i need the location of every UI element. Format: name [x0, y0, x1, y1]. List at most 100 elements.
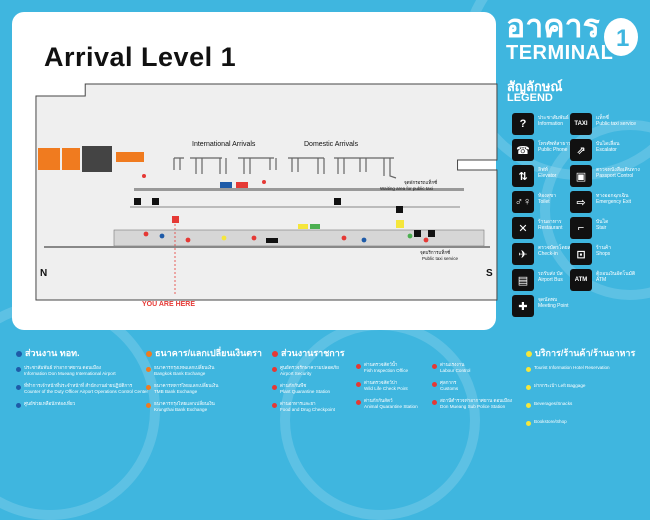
check-in-icon: ✈ [512, 243, 534, 265]
terminal-logo-circle [604, 18, 638, 56]
service-item-dot [356, 400, 361, 405]
service-item-dot [356, 364, 361, 369]
legend-item: ✈ ตรวจบัตรโดยสาร Check-in [512, 243, 576, 269]
legend-item: ⊡ ร้านค้า Shops [570, 243, 628, 269]
service-item-thai: ด่านตรวจสัตว์ป่า [364, 380, 398, 385]
legend-thai-label: ร้านอาหาร [538, 219, 562, 225]
service-section: ส่วนงาน ทอท. ประชาสัมพันธ์ ท่าอากาศยาน ดอ… [16, 346, 148, 414]
service-item-dot [356, 382, 361, 387]
service-item: ด่านแรงงาน Labour Control [432, 362, 512, 375]
meeting-point-icon: ✚ [512, 295, 534, 317]
counter-block [310, 224, 320, 229]
service-item-dot [16, 367, 21, 372]
service-item-label: Plant Quarantine Station [280, 389, 331, 394]
legend-label: Toilet [538, 199, 550, 205]
counter-block [236, 182, 248, 188]
service-item: ที่ทำการเจ้าหน้าที่ประจำหน้าที่ สำนักงาน… [16, 383, 148, 396]
brand-terminal: TERMINAL [506, 42, 614, 64]
taxi-waiting-thai: จุดพักรอรถแท็กซี่ [404, 178, 437, 186]
service-item: ศูนย์ตรวจรักษาความปลอดภัย Airport Securit… [272, 365, 345, 378]
service-item-thai: ธนาคารกรุงไทยแลกเปลี่ยนเงิน [154, 401, 215, 406]
service-item: ประชาสัมพันธ์ ท่าอากาศยาน ดอนเมือง Inform… [16, 365, 148, 378]
service-section-title: ส่วนงาน ทอท. [25, 348, 80, 358]
toilet-icon: ♂♀ [512, 191, 534, 213]
legend-item: ✕ ร้านอาหาร Restaurant [512, 217, 570, 243]
map-icons [134, 198, 435, 243]
legend-title-thai: สัญลักษณ์ [507, 79, 563, 94]
phone-icon: ☎ [512, 139, 534, 161]
service-item-label: Bookstore/Shop [534, 419, 567, 424]
service-section-heading: ส่วนงาน ทอท. [16, 346, 148, 360]
legend-label: Restaurant [538, 225, 563, 231]
legend-item: ▣ ตรวจหนังสือเดินทาง Passport Control [570, 165, 640, 191]
service-section: ด่านแรงงาน Labour Control ศุลกากร Customs สถ… [432, 346, 512, 411]
service-section: ธนาคาร/แลกเปลี่ยนเงินตราธนาคารกรุงเทพแลก… [146, 346, 262, 414]
terminal-logo: 1 [604, 18, 638, 56]
service-item-thai: ศูนย์ช่วยเหลือนักท่องเที่ยว [24, 401, 76, 406]
service-item-thai: ศุลกากร [440, 380, 457, 385]
service-item: Beverages/Snacks [526, 401, 635, 414]
service-item: สถานีตำรวจท่าอากาศยาน ดอนเมือง Don Mueang… [432, 398, 512, 411]
service-item-thai: ธนาคารกรุงเทพแลกเปลี่ยนเงิน [154, 365, 215, 370]
terminal-outline [35, 83, 498, 301]
legend-thai-label: ห้องสุขา [538, 193, 557, 199]
north-label: N [40, 268, 47, 279]
taxi-service-thai: จุดบริการแท็กซี่ [420, 248, 450, 256]
emergency-exit-icon: ⇨ [570, 191, 592, 213]
service-markers [142, 174, 429, 243]
curb-line [44, 246, 490, 248]
service-item-dot [146, 385, 151, 390]
service-section-title: บริการ/ร้านค้า/ร้านอาหาร [535, 348, 636, 358]
service-item: ด่านตรวจสัตว์น้ำ Fish Inspection Office [356, 362, 418, 375]
shops-icon: ⊡ [570, 243, 592, 265]
service-item-label: Food and Drug Checkpoint [280, 407, 335, 412]
service-section-heading: ธนาคาร/แลกเปลี่ยนเงินตรา [146, 346, 262, 360]
you-are-here-marker [172, 216, 179, 294]
office-block [38, 148, 60, 170]
legend-thai-label: ตู้ถอนเงินอัตโนมัติ [596, 271, 636, 277]
service-item-dot [432, 364, 437, 369]
service-item-label: Beverages/Snacks [534, 401, 573, 406]
taxi-waiting-label: Waiting area for public taxi [380, 186, 433, 191]
service-item: ด่านกักกันสัตว์ Animal Quarantine Station [356, 398, 418, 411]
service-section: ด่านตรวจสัตว์น้ำ Fish Inspection Office ด่… [356, 346, 418, 411]
legend-label: Information [538, 121, 564, 127]
international-gates [173, 157, 277, 174]
service-item-thai: ด่านอาหารและยา [280, 401, 316, 406]
legend-item: ⇨ ทางออกฉุกเฉิน Emergency Exit [570, 191, 631, 217]
legend-item: TAXI แท็กซี่ Public taxi service [570, 113, 636, 139]
service-item: ธนาคารทหารไทยแลกเปลี่ยนเงิน TMB Bank Exch… [146, 383, 262, 396]
taxi-icon: TAXI [570, 113, 592, 135]
airport-bus-icon: ▤ [512, 269, 534, 291]
legend-label: Airport Bus [538, 277, 563, 283]
counter-block [396, 220, 404, 228]
legend-label: Public taxi service [596, 121, 637, 127]
service-section-title: ธนาคาร/แลกเปลี่ยนเงินตรา [155, 348, 262, 358]
service-section-heading: บริการ/ร้านค้า/ร้านอาหาร [526, 346, 635, 360]
corridor-line [130, 206, 460, 208]
service-item-dot [146, 403, 151, 408]
service-item-thai: ด่านกักกันพืช [280, 383, 307, 388]
legend-label: Escalator [596, 147, 617, 153]
legend-thai-label: บันไดเลื่อน [596, 141, 620, 147]
domestic-arrivals-label: Domestic Arrivals [304, 141, 359, 148]
information-icon: ? [512, 113, 534, 135]
service-item: Tourist Information Hotel Reservation [526, 365, 635, 378]
legend-item: ⇗ บันไดเลื่อน Escalator [570, 139, 628, 165]
legend-thai-label: จุดนัดพบ [538, 297, 558, 303]
service-item: ธนาคารกรุงไทยแลกเปลี่ยนเงิน Krungthai Ban… [146, 401, 262, 414]
you-are-here-label: YOU ARE HERE [142, 301, 195, 308]
section-bullet [526, 350, 532, 357]
section-bullet [272, 350, 278, 357]
legend-thai-label: ตรวจหนังสือเดินทาง [596, 167, 640, 173]
service-item-label: TMB Bank Exchange [154, 389, 198, 394]
service-item-label: Tourist Information Hotel Reservation [534, 365, 610, 370]
service-item-dot [526, 421, 531, 426]
service-item-dot [16, 403, 21, 408]
service-item-label: Labour Control [440, 368, 471, 373]
legend-item: ? ประชาสัมพันธ์ Information [512, 113, 570, 139]
service-item-label: Information Don Mueang International Air… [24, 371, 116, 376]
service-item-label: Don Mueang Sub Police Station [440, 404, 506, 409]
taxi-service-label: Public taxi service [422, 256, 459, 261]
service-item-thai: ด่านตรวจสัตว์น้ำ [364, 362, 398, 367]
